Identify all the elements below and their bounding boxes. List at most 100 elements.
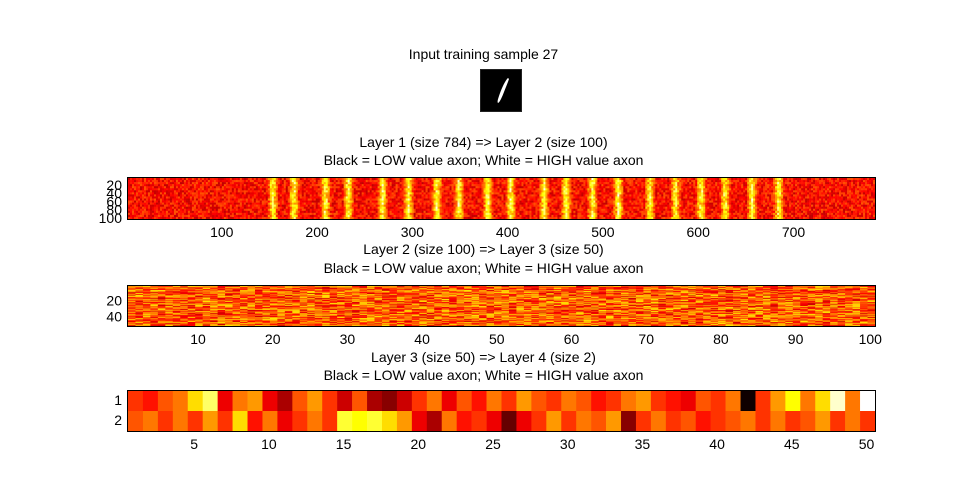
heatmap-cell xyxy=(247,206,251,210)
heatmap-cell xyxy=(405,206,408,210)
heatmap-cell xyxy=(169,200,173,203)
heatmap-cell xyxy=(285,204,289,207)
heatmap-cell xyxy=(185,194,189,197)
heatmap-cell xyxy=(397,180,400,183)
heatmap-cell xyxy=(279,214,283,218)
heatmap-cell xyxy=(149,216,153,219)
heatmap-cell xyxy=(443,182,446,185)
heatmap-cell xyxy=(130,200,133,203)
heatmap-cell xyxy=(249,196,253,199)
heatmap-cell xyxy=(315,202,319,205)
heatmap-cell xyxy=(447,210,450,214)
heatmap-cell xyxy=(203,180,207,183)
heatmap-cell xyxy=(249,184,253,187)
heatmap-cell xyxy=(141,206,145,210)
heatmap-cell xyxy=(201,210,205,214)
heatmap-cell xyxy=(361,184,364,187)
heatmap-cell xyxy=(263,194,267,197)
heatmap-cell xyxy=(267,198,271,201)
heatmap-cell xyxy=(297,210,301,214)
heatmap-cell xyxy=(173,204,177,207)
heatmap-cell xyxy=(229,216,233,219)
heatmap-cell xyxy=(445,200,448,203)
heatmap-cell xyxy=(159,210,163,214)
heatmap-cell xyxy=(193,178,197,181)
heatmap-cell xyxy=(269,178,273,181)
heatmap-cell xyxy=(173,184,177,187)
heatmap-cell xyxy=(365,192,368,195)
heatmap-cell xyxy=(329,188,333,191)
heatmap-cell xyxy=(151,198,155,201)
heatmap-cell xyxy=(257,202,261,205)
heatmap-cell xyxy=(465,192,468,195)
heatmap-cell xyxy=(391,216,394,219)
heatmap-cell xyxy=(445,210,448,214)
heatmap-cell xyxy=(293,188,297,191)
heatmap-cell xyxy=(363,192,366,195)
heatmap-cell xyxy=(291,214,295,218)
heatmap-cell xyxy=(279,200,283,203)
heatmap-cell xyxy=(435,180,438,183)
heatmap-cell xyxy=(355,188,358,191)
heatmap-cell xyxy=(261,180,265,183)
heatmap-cell xyxy=(323,202,327,205)
heatmap-cell xyxy=(353,214,356,218)
heatmap-cell xyxy=(285,208,289,212)
heatmap-cell xyxy=(267,214,271,218)
heatmap-cell xyxy=(333,204,337,207)
heatmap-cell xyxy=(135,216,139,219)
heatmap-cell xyxy=(281,206,285,210)
heatmap-cell xyxy=(457,202,460,205)
heatmap-cell xyxy=(433,216,436,219)
heatmap-cell xyxy=(249,200,253,203)
heatmap-cell xyxy=(439,202,442,205)
heatmap-cell xyxy=(259,180,263,183)
heatmap-cell xyxy=(301,190,305,193)
heatmap-cell xyxy=(139,210,143,214)
heatmap-cell xyxy=(197,194,201,197)
heatmap-cell xyxy=(235,204,239,207)
heatmap-cell xyxy=(219,208,223,212)
heatmap-cell xyxy=(231,180,235,183)
heatmap-cell xyxy=(313,196,317,199)
heatmap-cell xyxy=(407,194,410,197)
heatmap-cell xyxy=(227,214,231,218)
heatmap-cell xyxy=(141,186,145,189)
heatmap-cell xyxy=(309,192,313,195)
heatmap-cell xyxy=(143,186,147,189)
heatmap-cell xyxy=(383,216,386,219)
heatmap-cell xyxy=(429,210,432,214)
heatmap-cell xyxy=(239,194,243,197)
heatmap-cell xyxy=(231,202,235,205)
heatmap-cell xyxy=(261,216,265,219)
heatmap-cell xyxy=(433,182,436,185)
heatmap-cell xyxy=(463,194,466,197)
heatmap-cell xyxy=(311,178,315,181)
heatmap-cell xyxy=(317,214,321,218)
heatmap-cell xyxy=(247,210,251,214)
heatmap-cell xyxy=(399,216,402,219)
heatmap-cell xyxy=(291,194,295,197)
heatmap-cell xyxy=(281,184,285,187)
heatmap-cell xyxy=(319,200,323,203)
heatmap-cell xyxy=(399,202,402,205)
heatmap-cell xyxy=(191,178,195,181)
heatmap-cell xyxy=(463,196,466,199)
heatmap-cell xyxy=(239,208,243,212)
heatmap-cell xyxy=(167,186,171,189)
heatmap-cell xyxy=(245,212,249,216)
heatmap-cell xyxy=(461,196,464,199)
heatmap-cell xyxy=(303,210,307,214)
heatmap-cell xyxy=(325,214,329,218)
heatmap-cell xyxy=(211,196,215,199)
heatmap-cell xyxy=(165,188,169,191)
heatmap-cell xyxy=(451,186,454,189)
heatmap-cell xyxy=(343,202,347,205)
heatmap-cell xyxy=(201,186,205,189)
heatmap-cell xyxy=(137,202,141,205)
heatmap-cell xyxy=(361,214,364,218)
heatmap-cell xyxy=(439,198,442,201)
heatmap-cell xyxy=(195,212,199,216)
heatmap-cell xyxy=(195,210,199,214)
heatmap-cell xyxy=(381,180,384,183)
